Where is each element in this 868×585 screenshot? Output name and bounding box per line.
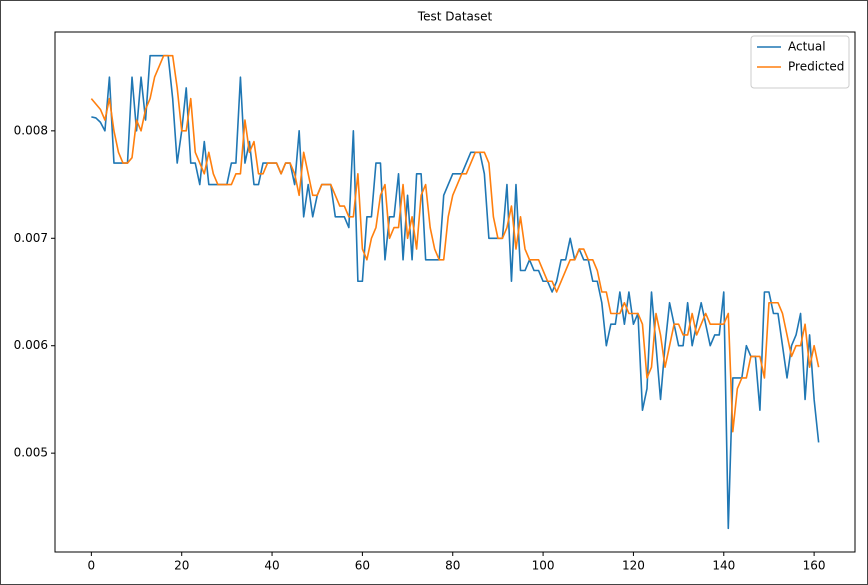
x-tick-label: 120	[622, 559, 645, 573]
x-tick-label: 140	[712, 559, 735, 573]
x-tick-label: 60	[355, 559, 370, 573]
plot-frame	[54, 31, 856, 553]
y-tick-label: 0.007	[14, 231, 48, 245]
legend-label: Actual	[788, 40, 826, 54]
legend-box	[750, 35, 850, 89]
legend-label: Predicted	[788, 60, 844, 74]
x-tick-label: 100	[532, 559, 555, 573]
y-tick-label: 0.005	[14, 446, 48, 460]
y-tick-label: 0.006	[14, 338, 48, 352]
x-tick-label: 80	[445, 559, 460, 573]
x-tick-label: 0	[88, 559, 96, 573]
chart-title: Test Dataset	[417, 10, 493, 24]
series-line	[90, 54, 820, 433]
y-tick-label: 0.008	[14, 123, 48, 137]
series-line	[91, 54, 820, 530]
x-tick-label: 160	[803, 559, 826, 573]
x-tick-label: 40	[264, 559, 279, 573]
x-tick-label: 20	[174, 559, 189, 573]
